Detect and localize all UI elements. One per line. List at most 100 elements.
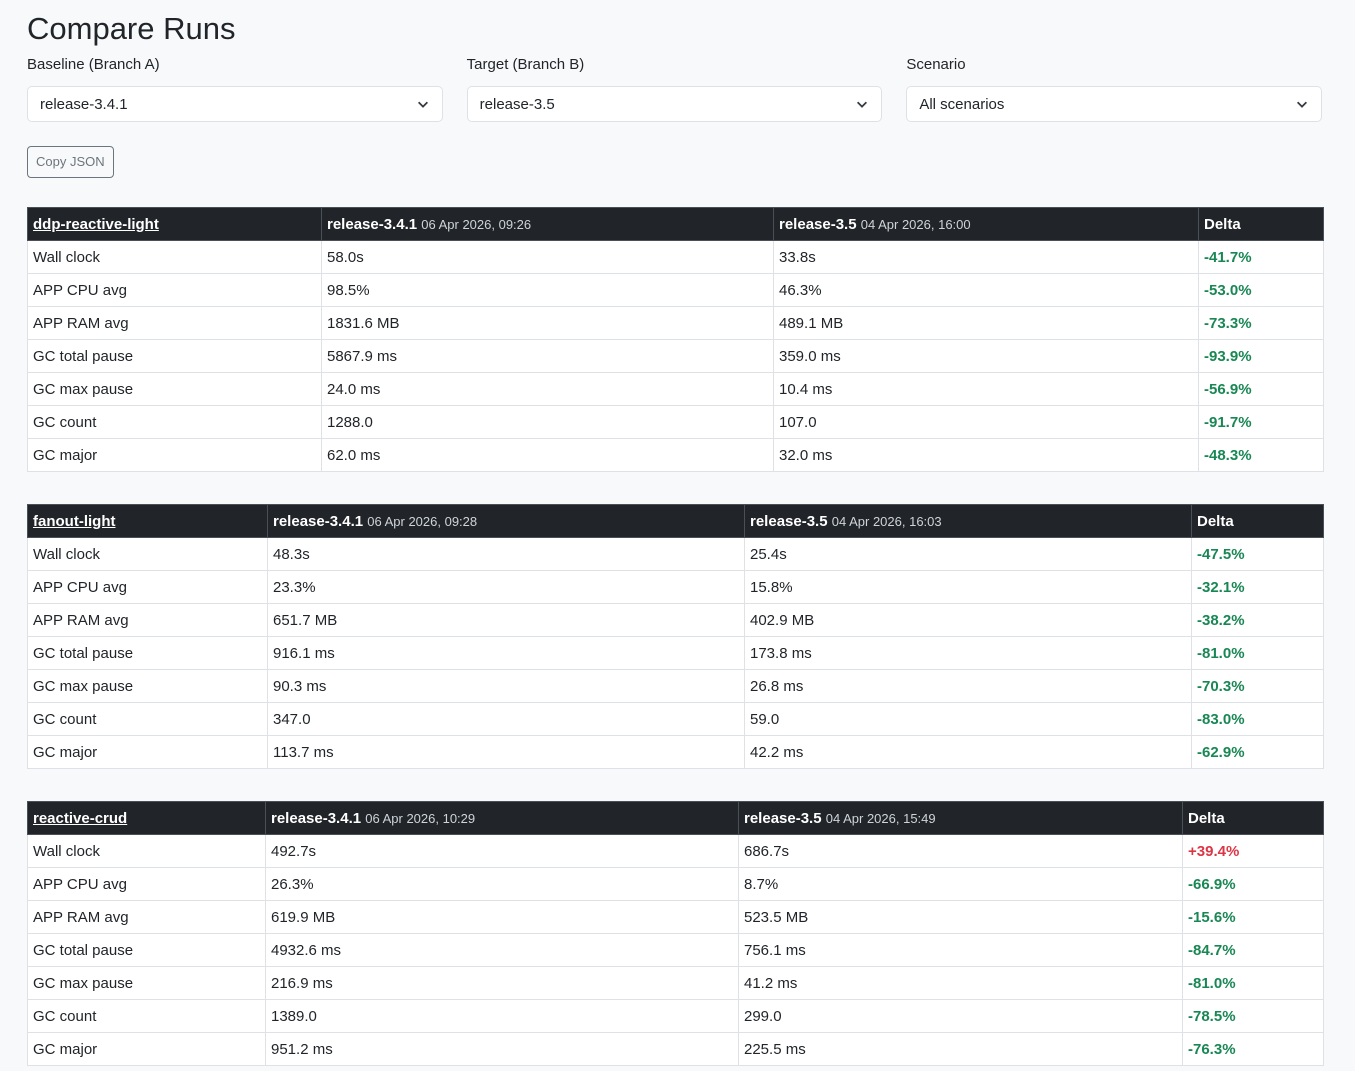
baseline-value: 5867.9 ms: [321, 339, 774, 373]
target-value: 25.4s: [744, 537, 1192, 571]
metric-name: GC count: [27, 405, 322, 439]
comparison-tables: ddp-reactive-light release-3.4.1 06 Apr 2…: [27, 207, 1324, 1066]
target-filter: Target (Branch B) release-3.5: [466, 56, 883, 122]
table-row: GC count 1288.0 107.0 -91.7%: [27, 405, 1324, 439]
table-row: Wall clock 48.3s 25.4s -47.5%: [27, 537, 1324, 571]
baseline-value: 26.3%: [265, 867, 739, 901]
target-value: 32.0 ms: [773, 438, 1199, 472]
table-row: APP RAM avg 651.7 MB 402.9 MB -38.2%: [27, 603, 1324, 637]
target-select[interactable]: release-3.5: [466, 86, 883, 122]
scenario-select[interactable]: All scenarios: [906, 86, 1323, 122]
target-value: 42.2 ms: [744, 735, 1192, 769]
run-timestamp: 06 Apr 2026, 09:26: [421, 216, 532, 232]
branch-name: release-3.5: [750, 512, 828, 530]
delta-value: -53.0%: [1198, 273, 1324, 307]
scenario-header: reactive-crud: [27, 801, 266, 835]
baseline-value: 619.9 MB: [265, 900, 739, 934]
target-value: 26.8 ms: [744, 669, 1192, 703]
baseline-value: 90.3 ms: [267, 669, 745, 703]
target-value: 225.5 ms: [738, 1032, 1183, 1066]
chevron-down-icon: [1297, 101, 1308, 108]
metric-name: GC total pause: [27, 339, 322, 373]
delta-value: -48.3%: [1198, 438, 1324, 472]
baseline-filter: Baseline (Branch A) release-3.4.1: [27, 56, 443, 122]
baseline-value: 113.7 ms: [267, 735, 745, 769]
scenario-header: ddp-reactive-light: [27, 207, 322, 241]
delta-value: -76.3%: [1182, 1032, 1324, 1066]
scenario-link[interactable]: reactive-crud: [33, 809, 128, 827]
metric-name: GC major: [27, 438, 322, 472]
baseline-value: 347.0: [267, 702, 745, 736]
run-timestamp: 04 Apr 2026, 16:03: [831, 513, 942, 529]
delta-value: -41.7%: [1198, 240, 1324, 274]
scenario-value: All scenarios: [919, 95, 1005, 113]
target-value: 299.0: [738, 999, 1183, 1033]
branch-name: release-3.5: [779, 215, 857, 233]
metric-name: GC max pause: [27, 372, 322, 406]
target-value: 10.4 ms: [773, 372, 1199, 406]
table-row: GC major 113.7 ms 42.2 ms -62.9%: [27, 735, 1324, 769]
target-header: release-3.5 04 Apr 2026, 16:03: [744, 504, 1192, 538]
target-value: release-3.5: [479, 95, 555, 113]
baseline-value: 23.3%: [267, 570, 745, 604]
baseline-value: 916.1 ms: [267, 636, 745, 670]
run-timestamp: 04 Apr 2026, 16:00: [860, 216, 971, 232]
delta-header: Delta: [1198, 207, 1324, 241]
metric-name: Wall clock: [27, 834, 266, 868]
scenario-header: fanout-light: [27, 504, 268, 538]
scenario-link[interactable]: fanout-light: [33, 512, 116, 530]
scenario-link[interactable]: ddp-reactive-light: [33, 215, 159, 233]
baseline-value: 1288.0: [321, 405, 774, 439]
table-row: GC count 1389.0 299.0 -78.5%: [27, 999, 1324, 1033]
baseline-value: 4932.6 ms: [265, 933, 739, 967]
baseline-select[interactable]: release-3.4.1: [27, 86, 443, 122]
baseline-value: 216.9 ms: [265, 966, 739, 1000]
table-header-row: ddp-reactive-light release-3.4.1 06 Apr 2…: [27, 207, 1324, 241]
table-header-row: fanout-light release-3.4.1 06 Apr 2026, 0…: [27, 504, 1324, 538]
table-row: GC major 62.0 ms 32.0 ms -48.3%: [27, 438, 1324, 472]
metric-name: GC max pause: [27, 669, 268, 703]
target-value: 46.3%: [773, 273, 1199, 307]
baseline-value: 24.0 ms: [321, 372, 774, 406]
delta-value: -70.3%: [1191, 669, 1324, 703]
target-header: release-3.5 04 Apr 2026, 16:00: [773, 207, 1199, 241]
delta-value: -84.7%: [1182, 933, 1324, 967]
run-timestamp: 06 Apr 2026, 10:29: [365, 810, 476, 826]
chevron-down-icon: [417, 101, 428, 108]
metric-name: GC max pause: [27, 966, 266, 1000]
scenario-label: Scenario: [906, 56, 966, 73]
delta-value: -62.9%: [1191, 735, 1324, 769]
metric-name: APP CPU avg: [27, 273, 322, 307]
comparison-table: reactive-crud release-3.4.1 06 Apr 2026, …: [27, 801, 1324, 1066]
copy-json-button[interactable]: Copy JSON: [27, 146, 114, 178]
metric-name: GC major: [27, 735, 268, 769]
metric-name: APP RAM avg: [27, 306, 322, 340]
baseline-header: release-3.4.1 06 Apr 2026, 10:29: [265, 801, 739, 835]
metric-name: GC total pause: [27, 636, 268, 670]
table-row: APP CPU avg 98.5% 46.3% -53.0%: [27, 273, 1324, 307]
target-value: 402.9 MB: [744, 603, 1192, 637]
table-row: GC count 347.0 59.0 -83.0%: [27, 702, 1324, 736]
chevron-down-icon: [857, 101, 868, 108]
table-row: APP CPU avg 26.3% 8.7% -66.9%: [27, 867, 1324, 901]
delta-value: -66.9%: [1182, 867, 1324, 901]
metric-name: Wall clock: [27, 537, 268, 571]
baseline-value: release-3.4.1: [40, 95, 128, 113]
table-row: GC total pause 916.1 ms 173.8 ms -81.0%: [27, 636, 1324, 670]
branch-name: release-3.4.1: [327, 215, 418, 233]
run-timestamp: 04 Apr 2026, 15:49: [825, 810, 936, 826]
target-value: 756.1 ms: [738, 933, 1183, 967]
filters: Baseline (Branch A) release-3.4.1 Target…: [27, 56, 1323, 122]
target-value: 41.2 ms: [738, 966, 1183, 1000]
table-row: Wall clock 58.0s 33.8s -41.7%: [27, 240, 1324, 274]
table-row: GC total pause 5867.9 ms 359.0 ms -93.9%: [27, 339, 1324, 373]
table-row: APP RAM avg 1831.6 MB 489.1 MB -73.3%: [27, 306, 1324, 340]
baseline-value: 62.0 ms: [321, 438, 774, 472]
comparison-table: fanout-light release-3.4.1 06 Apr 2026, 0…: [27, 504, 1324, 769]
delta-value: -81.0%: [1191, 636, 1324, 670]
target-value: 107.0: [773, 405, 1199, 439]
baseline-value: 492.7s: [265, 834, 739, 868]
target-label: Target (Branch B): [466, 56, 585, 73]
delta-value: -83.0%: [1191, 702, 1324, 736]
table-header-row: reactive-crud release-3.4.1 06 Apr 2026, …: [27, 801, 1324, 835]
